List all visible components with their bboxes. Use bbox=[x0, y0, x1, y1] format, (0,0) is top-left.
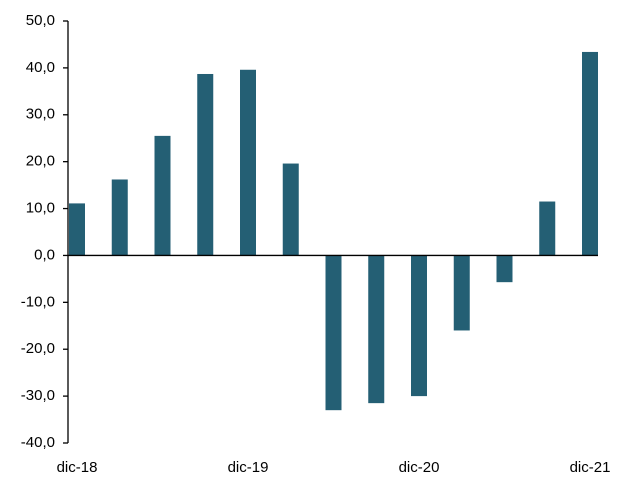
bar bbox=[154, 135, 171, 256]
bar bbox=[69, 203, 85, 256]
bar bbox=[325, 255, 342, 411]
y-tick-label: -20,0 bbox=[21, 340, 55, 357]
y-tick-label: -10,0 bbox=[21, 293, 55, 310]
bar bbox=[539, 201, 556, 256]
y-tick-label: 30,0 bbox=[26, 106, 55, 123]
bar bbox=[240, 69, 256, 256]
bar bbox=[111, 179, 128, 256]
x-tick-label: dic-19 bbox=[228, 459, 269, 476]
bar bbox=[496, 255, 513, 283]
bar bbox=[411, 255, 427, 397]
x-tick-label: dic-18 bbox=[57, 459, 98, 476]
y-tick-label: -30,0 bbox=[21, 387, 55, 404]
y-tick-label: 0,0 bbox=[34, 246, 55, 263]
y-tick-label: 10,0 bbox=[26, 200, 55, 217]
y-tick-label: 50,0 bbox=[26, 12, 55, 29]
x-tick-label: dic-20 bbox=[399, 459, 440, 476]
y-tick-label: -40,0 bbox=[21, 434, 55, 451]
bar bbox=[197, 73, 214, 256]
bar bbox=[453, 255, 470, 331]
x-tick-label: dic-21 bbox=[570, 459, 611, 476]
bar bbox=[282, 163, 299, 256]
bar bbox=[368, 255, 385, 404]
y-tick-label: 20,0 bbox=[26, 153, 55, 170]
y-tick-label: 40,0 bbox=[26, 59, 55, 76]
bar bbox=[582, 51, 598, 256]
